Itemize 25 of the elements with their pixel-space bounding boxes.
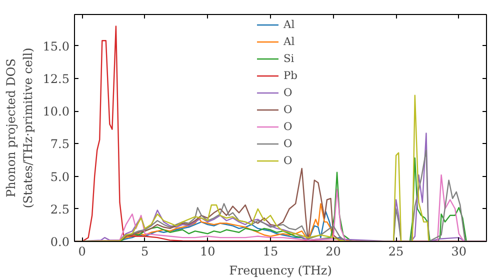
legend-label: O — [284, 103, 294, 116]
legend-label: O — [284, 154, 294, 167]
x-tick-label: 25 — [388, 244, 404, 258]
y-tick-label: 10.0 — [42, 104, 70, 119]
legend-label: Pb — [284, 69, 298, 82]
x-tick-label: 30 — [451, 244, 467, 258]
legend-label: Al — [284, 18, 296, 31]
y-tick-label: 0.0 — [50, 235, 70, 249]
y-tick-label: 7.5 — [50, 137, 70, 152]
x-tick-label: 10 — [200, 244, 216, 258]
x-tick-label: 15 — [262, 244, 278, 258]
x-tick-label: 5 — [141, 244, 149, 258]
legend-label: O — [284, 86, 294, 99]
legend-label: O — [284, 120, 294, 133]
x-axis-title: Frequency (THz) — [229, 264, 332, 278]
legend-label: Si — [284, 52, 296, 65]
x-tick-label: 20 — [326, 244, 341, 258]
y-tick-label: 5.0 — [50, 170, 70, 184]
legend-label: Al — [284, 35, 296, 48]
x-tick-label: 0 — [78, 244, 86, 258]
y-tick-label: 12.5 — [42, 72, 70, 86]
y-tick-label: 15.0 — [42, 39, 70, 54]
y-tick-label: 2.5 — [50, 202, 70, 216]
y-axis-title: Phonon projected DOS (States/THz·primitive cell) — [4, 48, 35, 208]
legend-label: O — [284, 137, 294, 150]
